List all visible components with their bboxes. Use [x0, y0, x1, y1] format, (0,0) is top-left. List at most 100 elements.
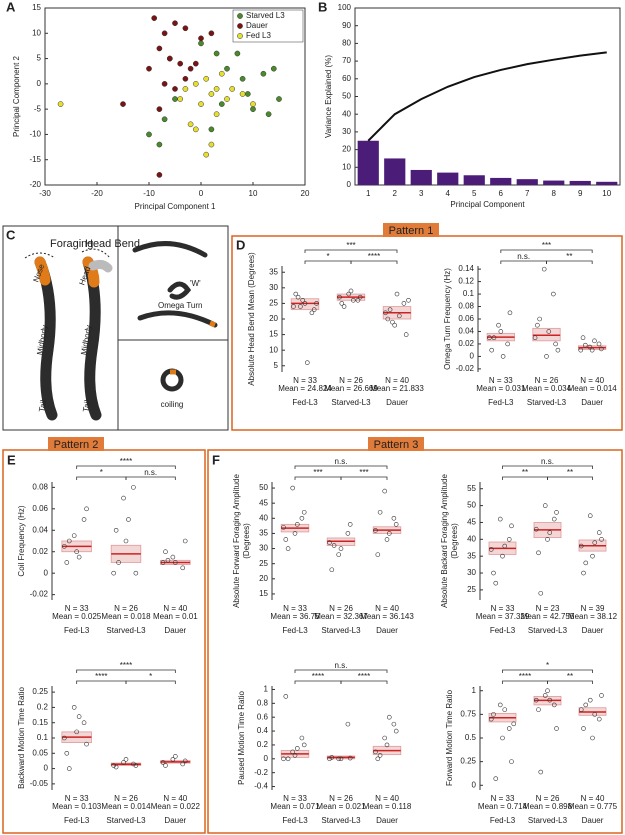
point	[299, 735, 305, 741]
point	[392, 322, 398, 328]
x-tick-label: -20	[91, 189, 103, 198]
y-axis-title: Variance Explained (%)	[324, 55, 333, 138]
x-tick-label: Starved-L3	[321, 626, 361, 635]
point	[578, 707, 584, 712]
point	[554, 726, 559, 731]
y-tick-label: 35	[259, 529, 268, 538]
point	[309, 310, 315, 316]
bar	[437, 172, 459, 185]
x-tick-label: Dauer	[376, 626, 398, 635]
sig-label: *	[100, 468, 103, 477]
point	[592, 712, 598, 717]
point	[156, 141, 163, 148]
x-tick-label: Starved-L3	[106, 816, 146, 825]
y-tick-label: 0.15	[32, 718, 48, 727]
point	[551, 516, 557, 522]
point	[299, 516, 305, 521]
y-tick-label: 25	[259, 559, 268, 568]
point	[260, 70, 267, 77]
point	[198, 40, 204, 47]
point	[192, 81, 199, 87]
worm-head	[82, 256, 100, 288]
point	[491, 712, 496, 717]
point	[537, 316, 542, 322]
point	[116, 560, 121, 565]
point	[250, 106, 256, 112]
y-axis-title: Paused Motion Time Ratio	[237, 691, 246, 785]
y-tick-label: 50	[259, 483, 268, 492]
point	[311, 307, 317, 312]
y-axis-title: Principal Component 2	[12, 55, 21, 136]
point	[131, 485, 136, 490]
point	[497, 702, 503, 708]
mean-label: Mean = 0.034	[522, 384, 572, 393]
point	[239, 75, 246, 82]
point	[304, 360, 310, 365]
label: Tail	[81, 399, 92, 413]
point	[84, 506, 89, 512]
x-tick-label: 9	[578, 189, 583, 198]
point	[182, 758, 188, 764]
point	[113, 764, 119, 770]
y-tick-label: 30	[259, 544, 268, 553]
point	[182, 538, 188, 544]
y-tick-label: 0.06	[32, 504, 48, 513]
point	[385, 316, 391, 322]
point	[533, 526, 539, 532]
legend-label: Starved L3	[246, 11, 285, 20]
worm-head-ghost	[88, 259, 113, 273]
y-tick-label: 80	[342, 39, 351, 48]
n-label: N = 33	[293, 376, 317, 385]
sig-bracket	[547, 680, 593, 684]
sig-bracket	[502, 465, 593, 469]
point	[555, 347, 561, 353]
point	[165, 558, 171, 563]
n-label: N = 33	[489, 376, 513, 385]
legend-swatch	[237, 13, 243, 19]
point	[173, 560, 178, 565]
x-axis-title: Principal Component	[450, 200, 525, 209]
x-tick-label: 7	[525, 189, 530, 198]
point	[74, 549, 79, 555]
point	[547, 530, 553, 535]
point	[62, 735, 67, 741]
bar	[543, 180, 565, 185]
point	[348, 288, 354, 294]
point	[292, 531, 298, 536]
point	[121, 495, 126, 501]
point	[589, 347, 595, 353]
point	[509, 523, 514, 529]
point	[208, 141, 215, 148]
x-tick-label: Fed-L3	[488, 398, 514, 407]
sig-bracket	[502, 680, 548, 684]
y-tick-label: 1	[472, 686, 477, 695]
point	[294, 746, 300, 751]
x-tick-label: 20	[301, 189, 310, 198]
bar	[410, 169, 432, 185]
worm-head	[209, 320, 216, 328]
panel-label: E	[7, 452, 16, 467]
y-tick-label: 0.5	[465, 733, 477, 742]
y-axis-title: Absolute Head Bend Mean (Degrees)	[247, 252, 256, 386]
point	[551, 702, 557, 708]
y-tick-label: 0.25	[460, 757, 476, 766]
panel-label: F	[212, 452, 220, 467]
y-tick-label: 0.2	[257, 740, 269, 749]
point	[173, 754, 178, 759]
point	[133, 763, 139, 768]
point	[396, 313, 402, 319]
x-tick-label: Dauer	[164, 626, 186, 635]
point	[213, 86, 220, 92]
y-tick-label: 0.75	[460, 709, 476, 718]
y-tick-label: 0	[37, 79, 42, 88]
x-tick-label: Fed-L3	[282, 816, 308, 825]
point	[166, 55, 173, 62]
point	[545, 537, 550, 542]
y-tick-label: 0.02	[32, 547, 48, 556]
point	[347, 755, 353, 761]
legend-swatch	[237, 23, 243, 29]
point	[533, 697, 539, 703]
mean-label: Mean = 0.898	[523, 802, 573, 811]
point	[177, 60, 184, 67]
y-tick-label: 20	[259, 574, 268, 583]
